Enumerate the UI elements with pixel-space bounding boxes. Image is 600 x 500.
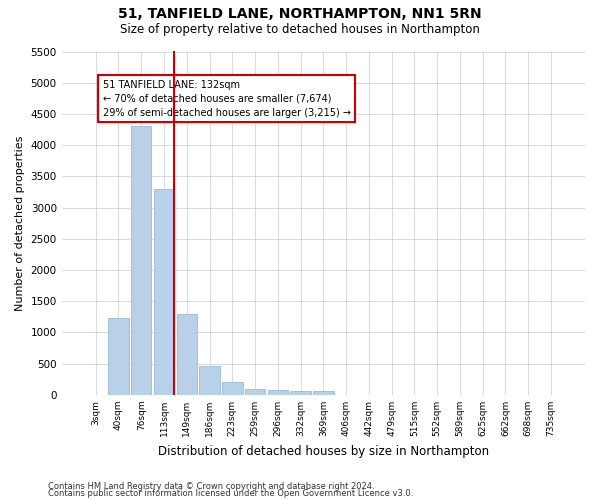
Bar (108, 318, 129, 395)
Bar (245, 388, 265, 395)
Bar (154, 190, 174, 395)
Text: Contains public sector information licensed under the Open Government Licence v3: Contains public sector information licen… (48, 490, 413, 498)
Text: Size of property relative to detached houses in Northampton: Size of property relative to detached ho… (120, 22, 480, 36)
Text: 51 TANFIELD LANE: 132sqm
← 70% of detached houses are smaller (7,674)
29% of sem: 51 TANFIELD LANE: 132sqm ← 70% of detach… (103, 80, 350, 118)
Bar (268, 390, 288, 395)
X-axis label: Distribution of detached houses by size in Northampton: Distribution of detached houses by size … (158, 444, 489, 458)
Bar (131, 126, 151, 395)
Y-axis label: Number of detached properties: Number of detached properties (15, 136, 25, 311)
Bar (313, 391, 334, 395)
Bar (290, 390, 311, 395)
Text: Contains HM Land Registry data © Crown copyright and database right 2024.: Contains HM Land Registry data © Crown c… (48, 482, 374, 491)
Text: 51, TANFIELD LANE, NORTHAMPTON, NN1 5RN: 51, TANFIELD LANE, NORTHAMPTON, NN1 5RN (118, 8, 482, 22)
Bar (222, 382, 242, 395)
Bar (199, 366, 220, 395)
Bar (176, 314, 197, 395)
